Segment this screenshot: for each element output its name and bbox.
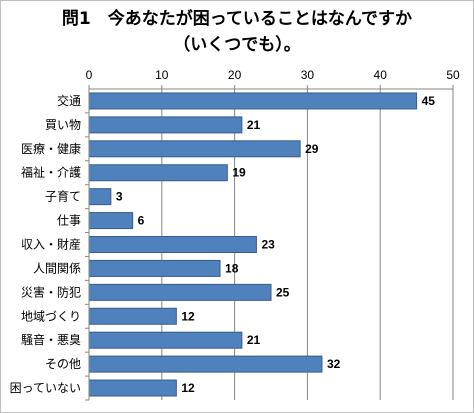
data-label: 18 [225,261,239,275]
data-label: 19 [232,166,246,180]
data-label: 6 [138,214,145,228]
category-label: 福祉・介護 [21,165,81,180]
data-label: 23 [261,238,275,252]
category-label: 医療・健康 [21,141,81,156]
bar [88,92,418,110]
tick-label: 20 [228,68,242,82]
category-label: 子育て [45,189,81,204]
data-label: 29 [305,142,319,156]
bar [88,140,301,158]
chart-subtitle: （いくつでも）。 [173,35,301,55]
data-label: 25 [276,285,290,299]
tick-label: 10 [155,68,169,82]
data-label: 12 [181,309,195,323]
tick-label: 30 [301,68,315,82]
category-labels: 交通買い物医療・健康福祉・介護子育て仕事収入・財産人間関係災害・防犯地域づくり騒… [10,93,81,395]
axes [85,88,453,401]
bar [88,212,134,230]
tick-label: 40 [374,68,388,82]
category-label: 仕事 [57,214,81,228]
data-label: 21 [247,118,261,132]
category-label: 地域づくり [21,309,81,323]
bar [88,283,272,301]
category-label: 人間関係 [33,261,81,275]
bar [88,164,228,182]
bar [88,331,243,349]
bar [88,307,177,325]
bar [88,259,221,277]
category-label: 騒音・悪臭 [21,332,81,347]
tick-label: 0 [86,68,93,82]
bar [88,355,323,373]
x-axis-ticks: 0 10 20 30 40 50 [86,68,460,89]
category-label: 収入・財産 [21,237,81,252]
bars [88,92,418,397]
data-label: 45 [422,94,436,108]
data-label: 21 [247,333,261,347]
chart-title: 問1 今あなたが困っていることはなんですか [61,9,413,29]
data-label: 3 [116,190,123,204]
category-label: その他 [45,357,81,371]
bar [88,188,112,206]
tick-label: 50 [446,68,460,82]
data-label: 12 [181,381,195,395]
category-label: 買い物 [45,118,81,132]
category-label: 災害・防犯 [21,284,81,299]
data-labels: 45 21 29 19 3 6 23 18 25 12 21 32 12 [116,94,435,395]
category-label: 困っていない [10,381,81,395]
category-label: 交通 [57,93,81,108]
bar [88,116,243,134]
bar [88,236,257,253]
bar [88,379,177,397]
data-label: 32 [327,357,341,371]
